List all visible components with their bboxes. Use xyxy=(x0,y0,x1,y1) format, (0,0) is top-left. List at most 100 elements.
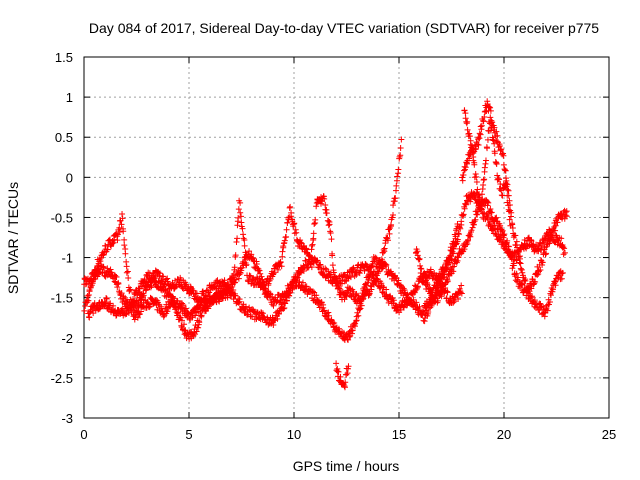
data-point xyxy=(519,269,526,276)
data-point xyxy=(428,292,435,299)
data-point xyxy=(535,268,542,275)
data-point xyxy=(494,132,501,139)
x-tick-label: 10 xyxy=(287,427,301,442)
data-point xyxy=(270,321,277,328)
data-point xyxy=(329,262,336,269)
data-point xyxy=(406,296,413,303)
data-point xyxy=(496,176,503,183)
data-point xyxy=(521,237,528,244)
data-point xyxy=(142,287,149,294)
data-point xyxy=(563,208,570,215)
data-point xyxy=(504,186,511,193)
data-point xyxy=(462,115,469,122)
data-point xyxy=(506,201,513,208)
data-point xyxy=(546,298,553,305)
data-point xyxy=(341,384,348,391)
data-point xyxy=(487,104,494,111)
data-point xyxy=(328,271,335,278)
data-point xyxy=(512,232,519,239)
data-point xyxy=(543,250,550,257)
data-point xyxy=(416,303,423,310)
data-point xyxy=(135,303,142,310)
data-point xyxy=(459,177,466,184)
data-point xyxy=(329,252,336,259)
data-point xyxy=(561,249,568,256)
data-point xyxy=(180,301,187,308)
data-point xyxy=(502,245,509,252)
data-point xyxy=(147,284,154,291)
data-point xyxy=(135,300,142,307)
data-point xyxy=(241,242,248,249)
data-point xyxy=(562,212,569,219)
data-point xyxy=(352,320,359,327)
data-point xyxy=(226,285,233,292)
data-point xyxy=(334,373,341,380)
data-point xyxy=(475,141,482,148)
data-point xyxy=(110,302,117,309)
data-point xyxy=(131,299,138,306)
data-point xyxy=(458,221,465,228)
data-point xyxy=(134,314,141,321)
data-point xyxy=(484,100,491,107)
data-point xyxy=(454,236,461,243)
data-point xyxy=(181,321,188,328)
data-point xyxy=(545,301,552,308)
data-point xyxy=(242,303,249,310)
data-point xyxy=(326,272,333,279)
data-point xyxy=(171,284,178,291)
data-point xyxy=(491,124,498,131)
data-point xyxy=(257,270,264,277)
data-point xyxy=(544,307,551,314)
data-point xyxy=(237,270,244,277)
data-point xyxy=(462,110,469,117)
data-point xyxy=(561,245,568,252)
data-point xyxy=(420,278,427,285)
data-point xyxy=(397,144,404,151)
data-point xyxy=(349,265,356,272)
data-point xyxy=(380,249,387,256)
data-point xyxy=(398,136,405,143)
data-point xyxy=(222,289,229,296)
data-point xyxy=(513,270,520,277)
data-point xyxy=(183,281,190,288)
data-point xyxy=(552,279,559,286)
data-point xyxy=(107,300,114,307)
data-point xyxy=(208,300,215,307)
data-point xyxy=(385,226,392,233)
data-point xyxy=(444,289,451,296)
y-tick-label: 0.5 xyxy=(55,130,73,145)
data-point xyxy=(279,248,286,255)
data-point xyxy=(126,287,133,294)
data-point xyxy=(464,126,471,133)
data-point xyxy=(328,236,335,243)
data-point xyxy=(474,211,481,218)
data-point xyxy=(563,213,570,220)
data-point xyxy=(397,152,404,159)
data-point xyxy=(415,255,422,262)
data-point xyxy=(478,191,485,198)
data-point xyxy=(537,267,544,274)
data-point xyxy=(493,160,500,167)
data-point xyxy=(416,255,423,262)
data-point xyxy=(346,333,353,340)
data-point xyxy=(325,222,332,229)
data-point xyxy=(393,307,400,314)
y-tick-label: -2.5 xyxy=(51,371,73,386)
data-point xyxy=(232,279,239,286)
data-point xyxy=(296,270,303,277)
data-point xyxy=(108,269,115,276)
data-point xyxy=(198,306,205,313)
data-point xyxy=(443,276,450,283)
x-tick-label: 20 xyxy=(497,427,511,442)
data-point xyxy=(474,141,481,148)
x-tick-label: 0 xyxy=(80,427,87,442)
data-point xyxy=(497,232,504,239)
data-point xyxy=(478,122,485,129)
data-point xyxy=(458,290,465,297)
data-point xyxy=(362,287,369,294)
data-point xyxy=(155,269,162,276)
data-point xyxy=(498,146,505,153)
data-point xyxy=(246,248,253,255)
data-point xyxy=(280,305,287,312)
series-trace-8 xyxy=(421,189,570,312)
